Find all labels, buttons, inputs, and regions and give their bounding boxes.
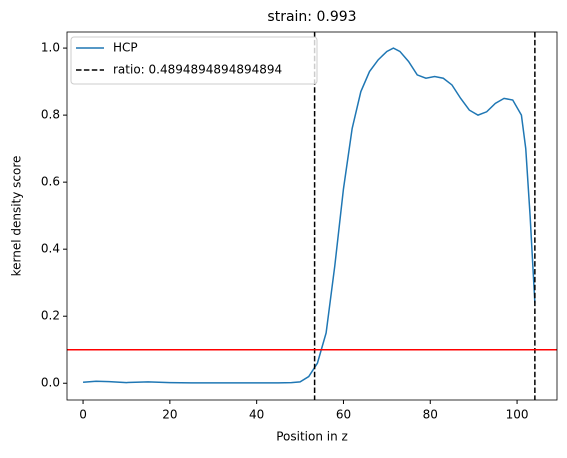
legend-label: HCP — [113, 41, 138, 55]
axes-frame — [66, 31, 558, 401]
x-tick-label: 20 — [162, 408, 177, 422]
y-tick-label: 1.0 — [41, 41, 60, 55]
data-line — [83, 47, 536, 384]
y-tick-label: 0.0 — [41, 376, 60, 390]
x-tick-label: 100 — [506, 408, 529, 422]
legend-label: ratio: 0.4894894894894894 — [113, 63, 282, 77]
x-tick-label: 40 — [249, 408, 264, 422]
y-tick-label: 0.4 — [41, 242, 60, 256]
y-tick-label: 0.6 — [41, 175, 60, 189]
x-tick-label: 0 — [79, 408, 87, 422]
x-tick-label: 80 — [423, 408, 438, 422]
x-tick-label: 60 — [336, 408, 351, 422]
legend-box — [70, 36, 318, 85]
y-tick-label: 0.2 — [41, 309, 60, 323]
y-axis-label: kernel density score — [10, 156, 24, 277]
chart-title: strain: 0.993 — [267, 9, 356, 25]
x-axis-label: Position in z — [276, 430, 348, 444]
y-tick-label: 0.8 — [41, 108, 60, 122]
